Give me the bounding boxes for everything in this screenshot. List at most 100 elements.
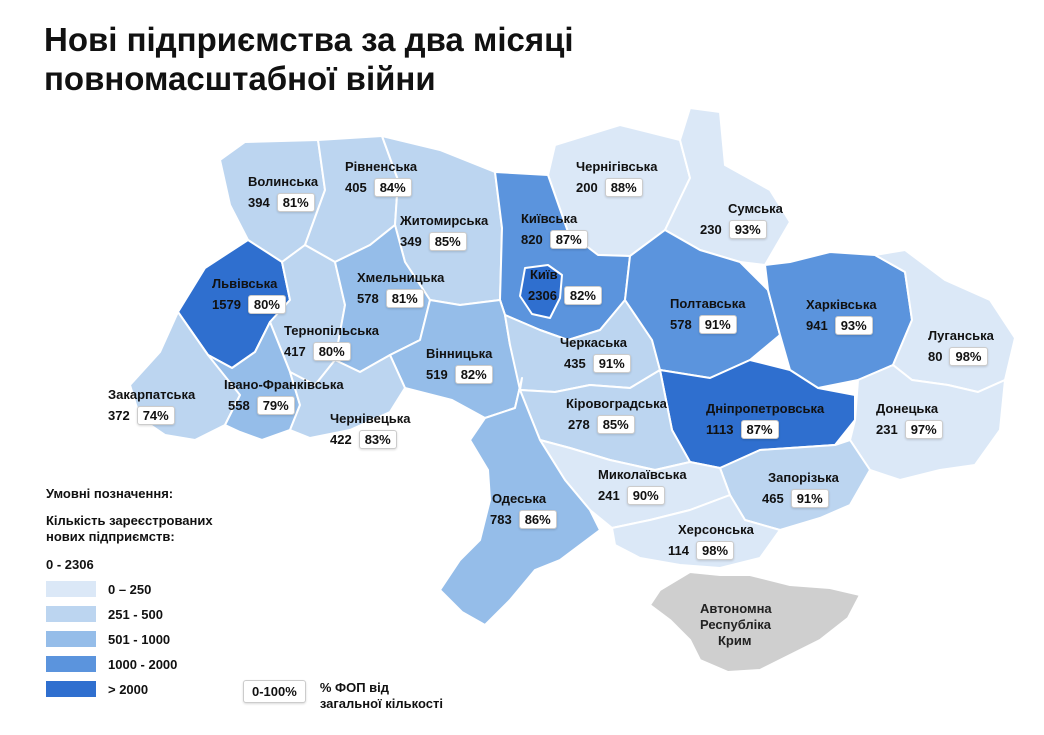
region-shape-crimea: [649, 571, 861, 673]
region-name: Миколаївська: [598, 467, 687, 482]
region-label-chernihiv: Чернігівська 200 88%: [576, 159, 657, 197]
region-name: Хмельницька: [357, 270, 445, 285]
legend-swatch: [46, 631, 96, 647]
region-label-kharkiv: Харківська 941 93%: [806, 297, 877, 335]
legend-item: 251 - 500: [46, 606, 246, 622]
region-label-volyn: Волинська 394 81%: [248, 174, 318, 212]
percent-legend-box: 0-100%: [243, 680, 306, 703]
region-name: Сумська: [728, 201, 783, 216]
region-pct-badge: 98%: [949, 347, 988, 366]
region-pct-badge: 93%: [728, 220, 767, 239]
region-label-kherson: Херсонська 114 98%: [668, 522, 754, 560]
legend-label: 251 - 500: [108, 606, 163, 622]
region-label-luhansk: Луганська 80 98%: [928, 328, 994, 366]
region-count: 231: [876, 422, 898, 437]
region-name: Київ: [530, 267, 558, 282]
region-count: 941: [806, 318, 828, 333]
region-name: Кіровоградська: [566, 396, 667, 411]
region-name: Харківська: [806, 297, 877, 312]
region-name: Волинська: [248, 174, 319, 189]
region-count: 349: [400, 234, 422, 249]
crimea-line: Автономна: [700, 601, 772, 616]
region-label-chernivtsi: Чернівецька 422 83%: [330, 411, 411, 449]
region-count: 1579: [212, 297, 241, 312]
legend-swatch: [46, 606, 96, 622]
region-pct-badge: 86%: [518, 510, 557, 529]
region-name: Івано-Франківська: [224, 377, 344, 392]
region-label-lviv: Львівська 1579 80%: [212, 276, 286, 314]
region-shape-odesa: [439, 377, 601, 626]
region-count: 80: [928, 349, 943, 364]
region-label-vinnytsia: Вінницька 519 82%: [426, 346, 493, 384]
region-label-zakarpattia: Закарпатська 372 74%: [108, 387, 195, 425]
legend-item: 0 – 250: [46, 581, 246, 597]
region-name: Донецька: [876, 401, 939, 416]
region-pct-badge: 91%: [790, 489, 829, 508]
region-label-poltava: Полтавська 578 91%: [670, 296, 745, 334]
region-pct-badge: 90%: [626, 486, 665, 505]
region-label-kyiv-city: Київ 2306 82%: [528, 267, 602, 305]
region-pct-badge: 84%: [373, 178, 412, 197]
region-name: Одеська: [492, 491, 547, 506]
legend-label: 0 – 250: [108, 581, 152, 597]
region-pct-badge: 80%: [312, 342, 351, 361]
region-shape-kyiv-city: [519, 264, 563, 319]
region-pct-badge: 85%: [596, 415, 635, 434]
percent-legend-text: % ФОП від загальної кількості: [320, 680, 443, 712]
region-label-mykolaiv: Миколаївська 241 90%: [598, 467, 687, 505]
region-count: 241: [598, 488, 620, 503]
region-label-ivano-frankivsk: Івано-Франківська 558 79%: [224, 377, 344, 415]
region-pct-badge: 82%: [563, 286, 602, 305]
region-label-sumy: Сумська 230 93%: [700, 201, 783, 239]
region-pct-badge: 82%: [454, 365, 493, 384]
percent-legend: 0-100% % ФОП від загальної кількості: [243, 680, 443, 712]
region-count: 394: [248, 195, 270, 210]
map-title-line-1: Нові підприємства за два місяці: [44, 21, 574, 58]
region-name: Львівська: [212, 276, 278, 291]
region-name: Херсонська: [678, 522, 754, 537]
region-count: 558: [228, 398, 250, 413]
region-count: 820: [521, 232, 543, 247]
map-title-line-2: повномасштабної війни: [44, 60, 436, 97]
region-shape-chernivtsi: [289, 354, 406, 439]
region-shape-kherson: [611, 494, 781, 569]
region-label-ternopil: Тернопільська 417 80%: [284, 323, 379, 361]
region-pct-badge: 91%: [592, 354, 631, 373]
region-pct-badge: 79%: [256, 396, 295, 415]
region-pct-badge: 97%: [904, 420, 943, 439]
region-name: Київська: [521, 211, 578, 226]
region-label-zhytomyr: Житомирська 349 85%: [400, 213, 488, 251]
region-count: 114: [668, 543, 689, 558]
region-name: Тернопільська: [284, 323, 379, 338]
region-label-khmelnytskyi: Хмельницька 578 81%: [357, 270, 444, 308]
region-name: Дніпропетровська: [706, 401, 825, 416]
region-pct-badge: 88%: [604, 178, 643, 197]
legend-item: 1000 - 2000: [46, 656, 246, 672]
legend-item: > 2000: [46, 681, 246, 697]
region-pct-badge: 80%: [247, 295, 286, 314]
region-label-rivne: Рівненська 405 84%: [345, 159, 417, 197]
region-pct-badge: 81%: [276, 193, 315, 212]
region-pct-badge: 87%: [549, 230, 588, 249]
region-name: Житомирська: [400, 213, 489, 228]
region-count: 578: [670, 317, 692, 332]
region-count: 278: [568, 417, 590, 432]
region-label-kyiv-oblast: Київська 820 87%: [521, 211, 588, 249]
region-pct-badge: 74%: [136, 406, 175, 425]
legend-swatch: [46, 681, 96, 697]
region-name: Луганська: [928, 328, 994, 343]
region-count: 1113: [706, 422, 734, 437]
legend-subtitle: Кількість зареєстрованих нових підприємс…: [46, 513, 213, 544]
region-label-crimea: Автономна Республіка Крим: [700, 601, 772, 649]
legend-label: 501 - 1000: [108, 631, 171, 647]
map-legend: Умовні позначення: Кількість зареєстрова…: [46, 486, 246, 697]
legend-swatches: 0 – 250 251 - 500 501 - 1000 1000 - 2000…: [46, 581, 246, 697]
legend-swatch: [46, 581, 96, 597]
region-count: 422: [330, 432, 352, 447]
region-count: 465: [762, 491, 784, 506]
legend-swatch: [46, 656, 96, 672]
region-label-donetsk: Донецька 231 97%: [876, 401, 943, 439]
region-name: Черкаська: [560, 335, 627, 350]
region-label-dnipro: Дніпропетровська 1113 87%: [706, 401, 824, 439]
